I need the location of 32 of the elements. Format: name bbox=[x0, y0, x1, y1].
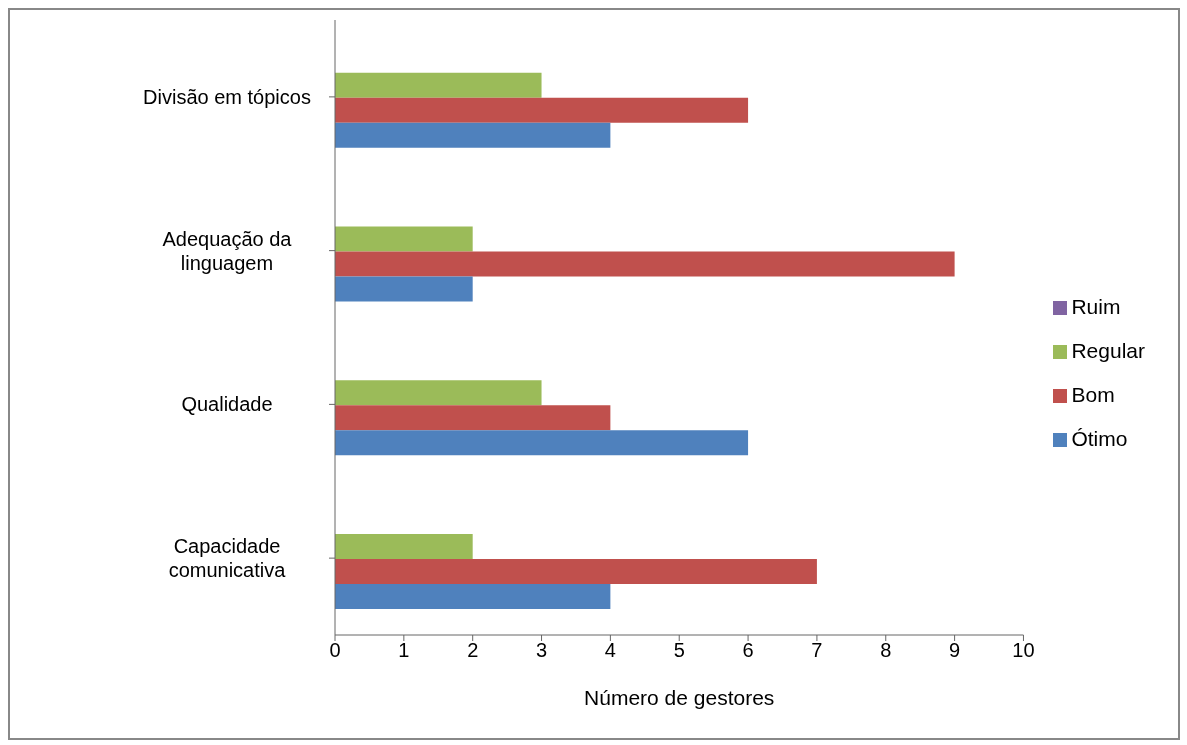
x-tick-label: 2 bbox=[467, 639, 479, 662]
x-tick-label: 8 bbox=[880, 639, 892, 662]
x-tick-label: 10 bbox=[1012, 639, 1035, 662]
bar bbox=[335, 533, 473, 559]
legend-label: Regular bbox=[1071, 338, 1145, 362]
bar bbox=[335, 251, 955, 277]
x-tick-label: 3 bbox=[535, 639, 548, 662]
x-tick-label: 4 bbox=[604, 639, 616, 662]
x-tick-label: 7 bbox=[811, 639, 823, 662]
bar bbox=[335, 122, 611, 148]
bar bbox=[335, 558, 817, 584]
y-tick-label: Qualidade bbox=[181, 393, 273, 416]
bar bbox=[335, 276, 473, 302]
x-tick-label: 1 bbox=[398, 639, 410, 662]
bar bbox=[335, 583, 611, 609]
x-tick-label: 6 bbox=[742, 639, 754, 662]
legend-label: Ruim bbox=[1071, 294, 1121, 318]
x-tick-label: 0 bbox=[329, 639, 341, 662]
x-axis-title: Número de gestores bbox=[584, 686, 775, 709]
bar bbox=[335, 72, 542, 98]
x-tick-label: 5 bbox=[673, 639, 685, 662]
x-tick-label: 9 bbox=[949, 639, 961, 662]
bar bbox=[335, 97, 749, 123]
y-tick-label: Divisão em tópicos bbox=[143, 85, 311, 108]
y-tick-label: Adequação da linguagem bbox=[162, 227, 293, 274]
legend-label: Bom bbox=[1071, 382, 1115, 406]
y-tick-label: Capacidade comunicativa bbox=[168, 535, 287, 582]
bar bbox=[335, 380, 542, 406]
bar bbox=[335, 430, 749, 456]
bar bbox=[335, 405, 611, 431]
bar bbox=[335, 226, 473, 252]
legend-label: Ótimo bbox=[1071, 426, 1128, 450]
